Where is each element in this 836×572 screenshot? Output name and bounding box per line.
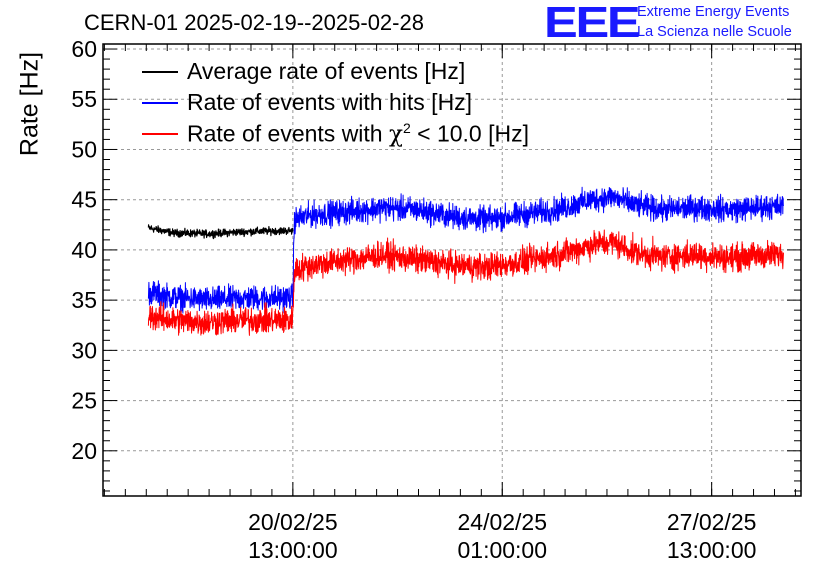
tick-labels: 20253035404550556020/02/2513:00:0024/02/…: [71, 36, 756, 563]
y-tick-label: 50: [71, 136, 97, 162]
legend-label-average: Average rate of events [Hz]: [187, 58, 466, 84]
y-tick-label: 40: [71, 237, 97, 263]
x-tick-label-time: 01:00:00: [457, 537, 547, 563]
chart-title: CERN-01 2025-02-19--2025-02-28: [84, 10, 424, 35]
x-tick-label-time: 13:00:00: [667, 537, 757, 563]
logo-line-1: Extreme Energy Events: [637, 4, 790, 20]
series-line-1: [147, 186, 784, 314]
y-tick-label: 25: [71, 388, 97, 414]
legend-item-average: Average rate of events [Hz]: [142, 58, 465, 85]
y-axis-label: Rate [Hz]: [15, 51, 44, 157]
legend-label-hits: Rate of events with hits [Hz]: [187, 89, 473, 115]
legend-item-chi2: Rate of events with χ2 < 10.0 [Hz]: [142, 120, 529, 148]
y-tick-label: 35: [71, 287, 97, 313]
x-tick-label-time: 13:00:00: [248, 537, 338, 563]
y-tick-label: 20: [71, 438, 97, 464]
logo-line-2: La Scienza nelle Scuole: [637, 24, 792, 40]
series-group: [147, 186, 784, 336]
x-tick-label-date: 27/02/25: [667, 509, 757, 535]
x-tick-label-date: 24/02/25: [457, 509, 547, 535]
legend-swatch-hits: [142, 101, 178, 104]
x-tick-label-date: 20/02/25: [248, 509, 338, 535]
y-tick-label: 55: [71, 86, 97, 112]
eee-logo: EEE: [544, 0, 641, 47]
series-line-2: [147, 229, 784, 336]
y-tick-label: 60: [71, 36, 97, 62]
series-line-0: [147, 224, 294, 240]
y-tick-label: 30: [71, 337, 97, 363]
legend-item-hits: Rate of events with hits [Hz]: [142, 89, 472, 116]
legend-swatch-average: [142, 70, 178, 73]
legend-swatch-chi2: [142, 132, 178, 135]
legend-label-chi2: Rate of events with χ2 < 10.0 [Hz]: [187, 120, 529, 148]
y-tick-label: 45: [71, 187, 97, 213]
axis-ticks: [103, 44, 801, 496]
